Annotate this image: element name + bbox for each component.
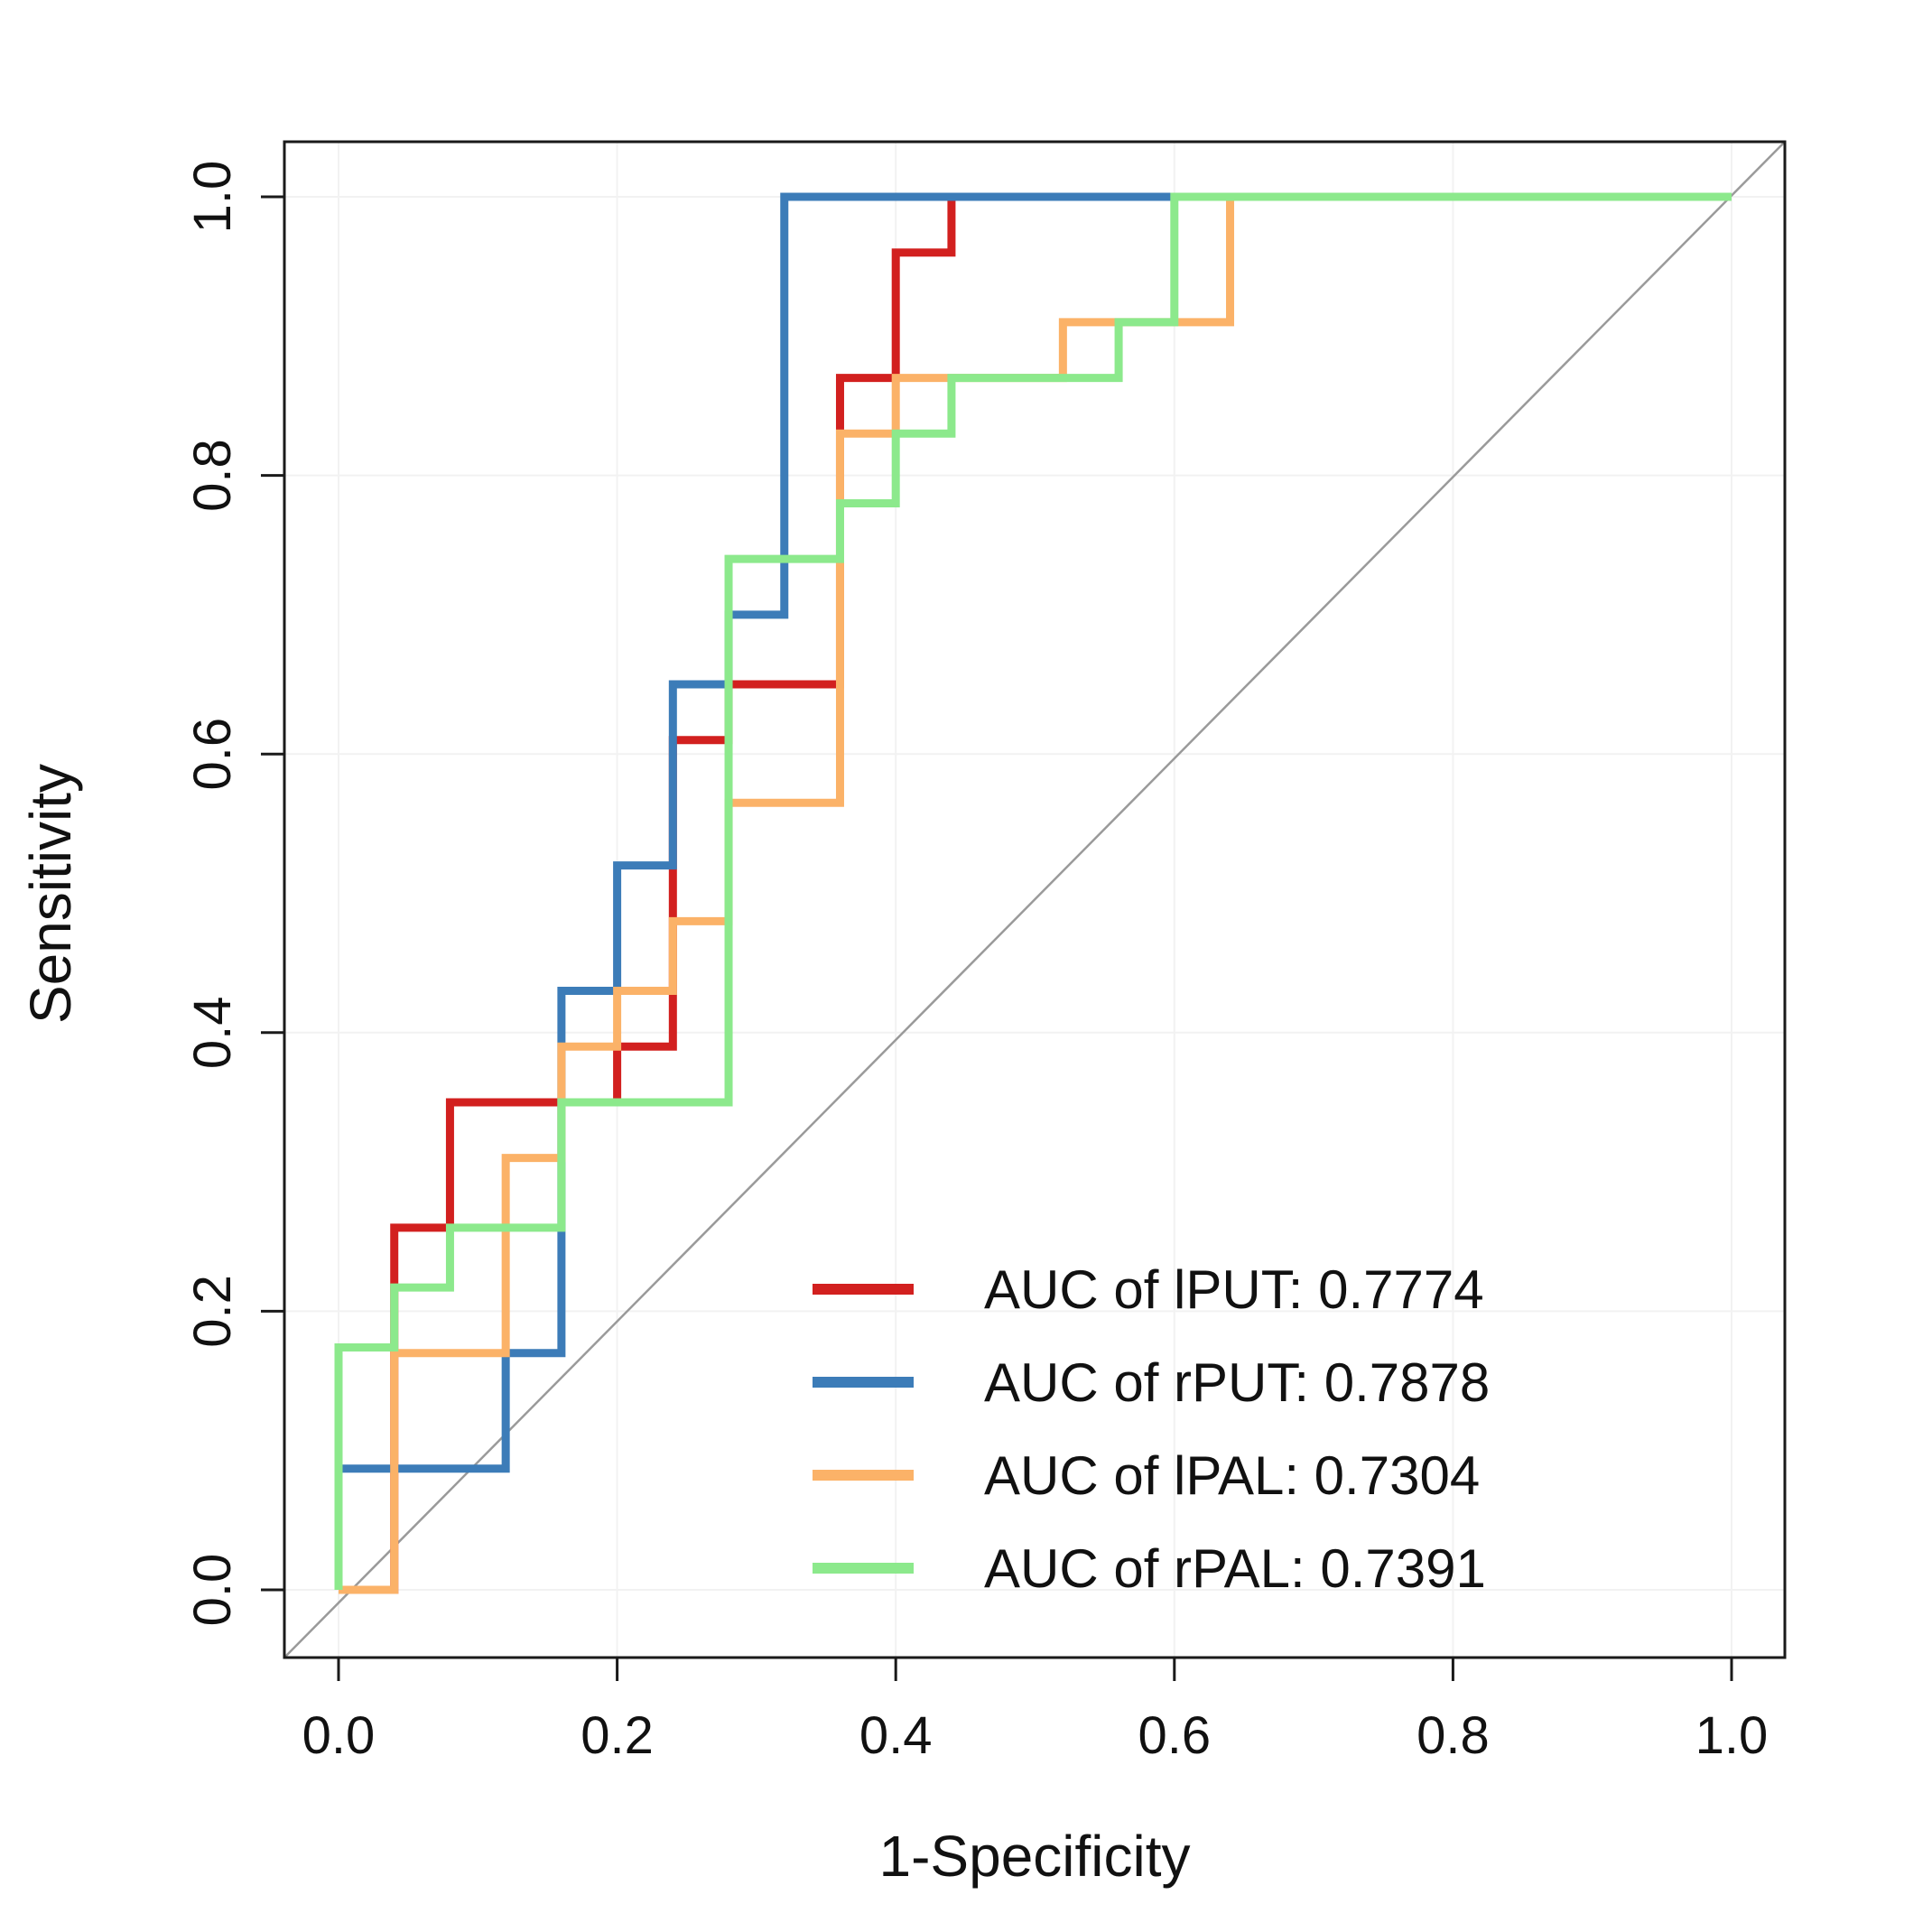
x-tick-label: 0.6	[1138, 1706, 1211, 1765]
chance-diagonal-line	[283, 141, 1786, 1658]
y-axis-title: Sensitivity	[18, 764, 83, 1024]
legend-label-rPUT: AUC of rPUT: 0.7878	[984, 1352, 1490, 1413]
roc-curve-rPUT	[334, 192, 1732, 1590]
roc-curve-rPAL	[334, 192, 1732, 1590]
legend-label-lPUT: AUC of lPUT: 0.7774	[984, 1259, 1484, 1320]
y-tick-label: 0.4	[183, 996, 242, 1069]
x-tick-label: 0.4	[859, 1706, 933, 1765]
x-axis-title: 1-Specificity	[879, 1824, 1191, 1889]
x-tick-label: 0.2	[581, 1706, 654, 1765]
y-tick-label: 1.0	[183, 161, 242, 234]
y-tick-label: 0.0	[183, 1554, 242, 1627]
x-tick-label: 0.0	[302, 1706, 376, 1765]
diagonal-layer	[283, 141, 1786, 1658]
legend-label-rPAL: AUC of rPAL: 0.7391	[984, 1538, 1486, 1599]
x-tick-label: 1.0	[1695, 1706, 1769, 1765]
roc-curve-lPUT	[339, 192, 1732, 1594]
legend-item-rPAL: AUC of rPAL: 0.7391	[813, 1538, 1486, 1599]
legend-layer: AUC of lPUT: 0.7774 AUC of rPUT: 0.7878 AU…	[813, 1259, 1490, 1599]
plot-frame-layer	[283, 140, 1787, 1659]
y-tick-label: 0.2	[183, 1275, 242, 1348]
curves-layer	[334, 192, 1732, 1594]
y-tick-label: 0.6	[183, 718, 242, 791]
plot-frame	[283, 140, 1787, 1659]
legend-label-lPAL: AUC of lPAL: 0.7304	[984, 1445, 1480, 1506]
roc-curve-lPAL	[339, 192, 1732, 1594]
y-tick-label: 0.8	[183, 439, 242, 512]
x-tick-label: 0.8	[1416, 1706, 1490, 1765]
legend-item-lPUT: AUC of lPUT: 0.7774	[813, 1259, 1484, 1320]
legend-item-rPUT: AUC of rPUT: 0.7878	[813, 1352, 1490, 1413]
legend-item-lPAL: AUC of lPAL: 0.7304	[813, 1445, 1480, 1506]
axis-ticks-layer: 0.0 0.2 0.4 0.6 0.8 1.0 0.0 0.2 0.4 0.6 0.8 1.0	[183, 161, 1768, 1765]
